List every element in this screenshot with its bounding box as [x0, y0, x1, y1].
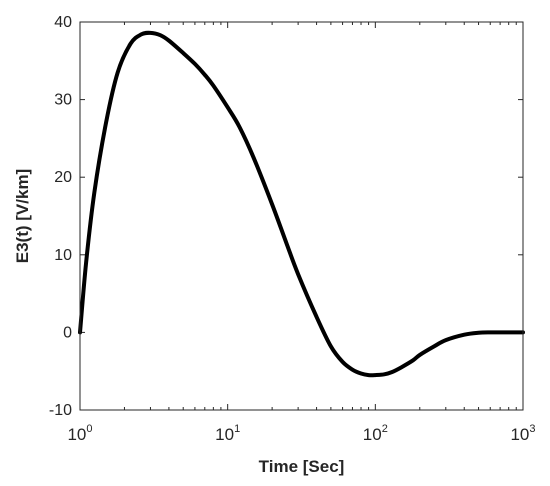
y-tick-label: 20 [54, 169, 72, 186]
y-tick-label: 40 [54, 14, 72, 31]
series-line [78, 30, 525, 378]
y-tick-labels: -10 0 10 20 30 40 [49, 14, 72, 419]
x-tick-label: 101 [215, 423, 240, 444]
x-tick-label: 103 [510, 423, 535, 444]
x-axis-title: Time [Sec] [259, 457, 345, 476]
y-tick-label: -10 [49, 402, 72, 419]
x-tick-labels: 100 101 102 103 [67, 423, 535, 444]
y-tick-label: 30 [54, 92, 72, 109]
y-tick-label: 10 [54, 247, 72, 264]
axes-box [79, 21, 524, 411]
plot-area [80, 22, 523, 410]
y-tick-label: 0 [63, 324, 72, 341]
y-axis-title: E3(t) [V/km] [13, 169, 32, 263]
x-tick-label: 100 [67, 423, 92, 444]
x-tick-label: 102 [363, 423, 388, 444]
